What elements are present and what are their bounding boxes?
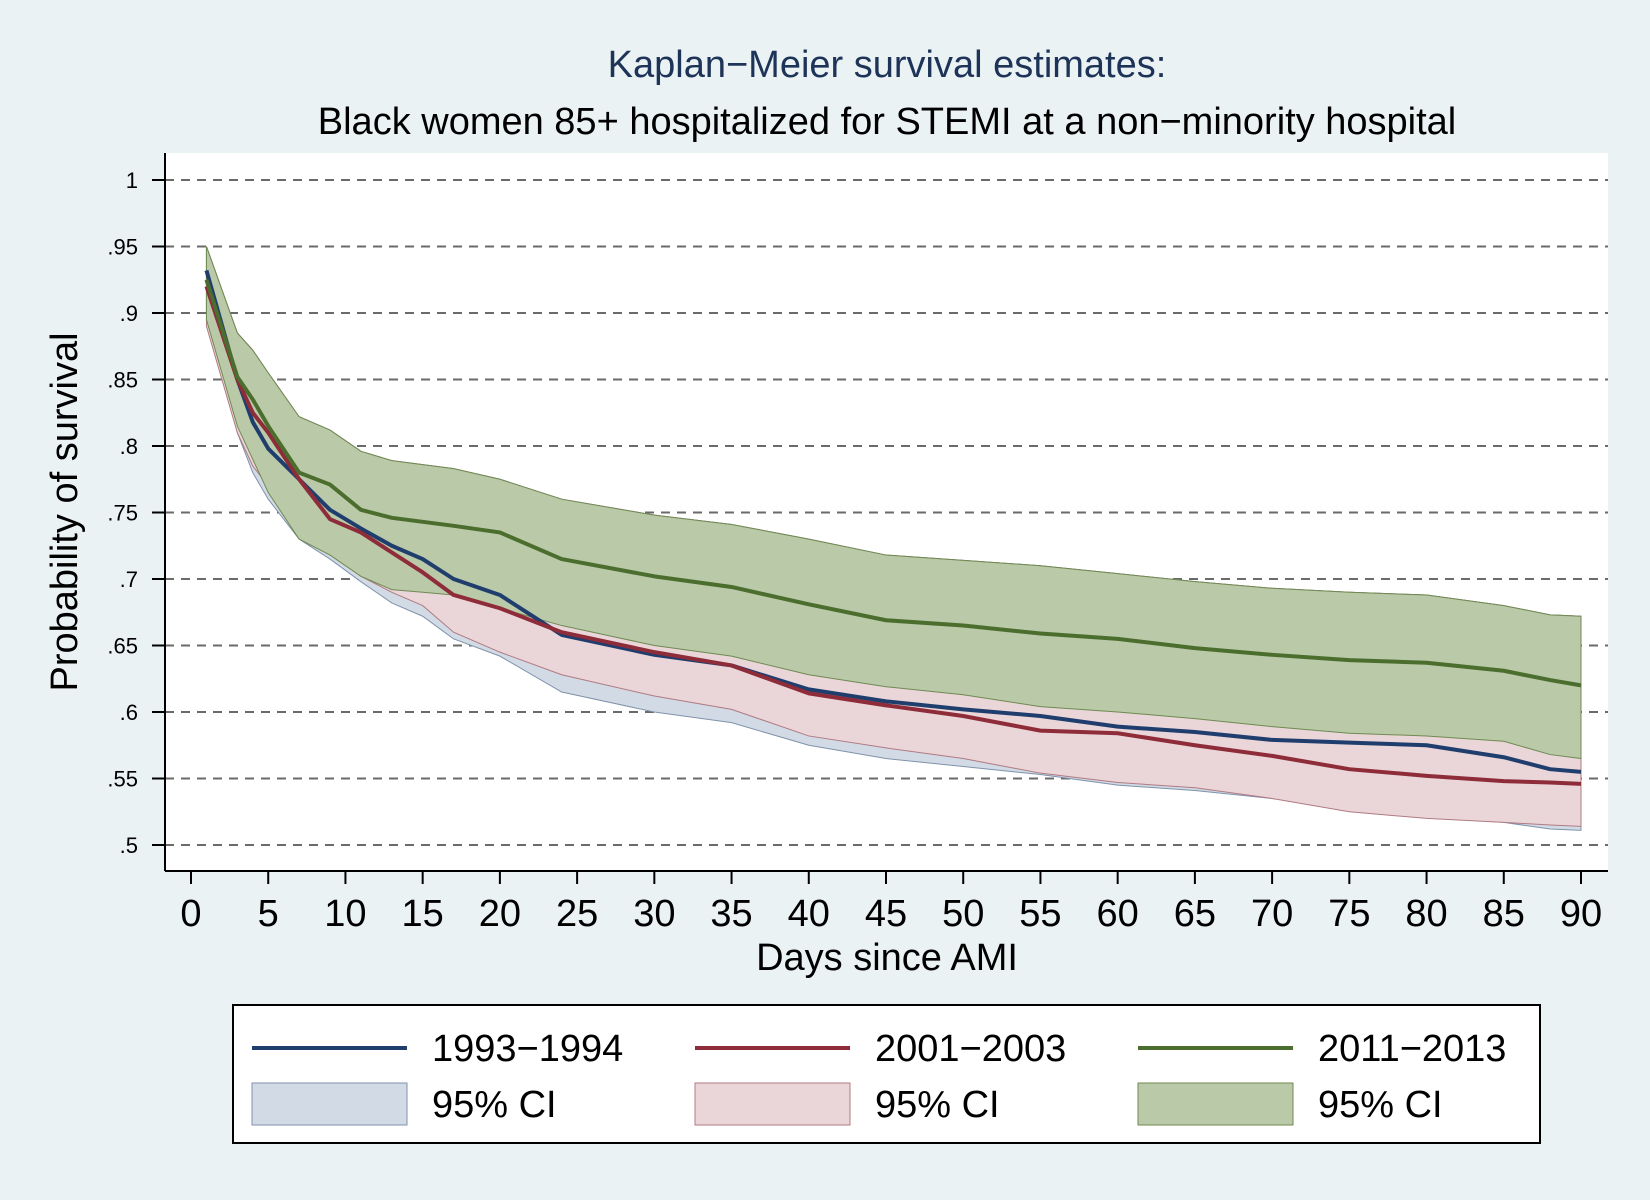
survival-line-series-2 xyxy=(204,285,1582,786)
x-tick-label: 5 xyxy=(258,893,279,935)
legend-box xyxy=(232,1004,1541,1144)
x-tick-label: 75 xyxy=(1328,893,1370,935)
x-tick-label: 40 xyxy=(788,893,830,935)
y-tick-label: .7 xyxy=(120,567,138,592)
legend-label: 2001−2003 xyxy=(875,1028,1066,1070)
legend-label: 1993−1994 xyxy=(432,1028,623,1070)
x-tick-label: 20 xyxy=(479,893,521,935)
legend-label: 2011−2013 xyxy=(1318,1028,1506,1070)
x-axis-label: Days since AMI xyxy=(756,937,1018,979)
y-tick-label: .75 xyxy=(107,501,138,526)
y-tick-label: .85 xyxy=(107,368,138,393)
y-tick-label: .8 xyxy=(120,434,138,459)
chart-subtitle: Black women 85+ hospitalized for STEMI a… xyxy=(318,101,1456,143)
legend-swatch-band xyxy=(694,1082,851,1126)
x-tick-label: 30 xyxy=(633,893,675,935)
legend-label: 95% CI xyxy=(1318,1084,1443,1126)
y-tick-label: .9 xyxy=(120,301,138,326)
x-tick-label: 50 xyxy=(942,893,984,935)
legend-label: 95% CI xyxy=(432,1084,557,1126)
y-tick-label: .95 xyxy=(107,235,138,260)
y-tick-label: .55 xyxy=(107,767,138,792)
x-tick-label: 0 xyxy=(180,893,201,935)
legend-swatch-band xyxy=(1137,1082,1294,1126)
x-tick-label: 25 xyxy=(556,893,598,935)
x-tick-label: 65 xyxy=(1174,893,1216,935)
chart-title: Kaplan−Meier survival estimates: xyxy=(608,44,1167,86)
x-tick-label: 10 xyxy=(324,893,366,935)
x-tick-label: 70 xyxy=(1251,893,1293,935)
y-tick-label: 1 xyxy=(126,168,138,193)
x-tick-label: 35 xyxy=(710,893,752,935)
y-tick-label: .6 xyxy=(120,700,138,725)
legend-swatch-band xyxy=(251,1082,408,1126)
y-tick-label: .65 xyxy=(107,634,138,659)
y-axis-label: Probability of survival xyxy=(44,332,86,691)
x-tick-label: 15 xyxy=(402,893,444,935)
legend-label: 95% CI xyxy=(875,1084,1000,1126)
survival-lines xyxy=(204,269,1582,786)
confidence-bands xyxy=(205,246,1582,831)
x-tick-label: 80 xyxy=(1405,893,1447,935)
legend: 1993−1994 2001−2003 2011−2013 95% CI 95% CI 9… xyxy=(232,1004,1541,1144)
survival-line-series-3 xyxy=(204,279,1582,688)
x-tick-label: 45 xyxy=(865,893,907,935)
y-axis-ticks: .5 .55 .6 .65 .7 .75 .8 .85 .9 .95 1 xyxy=(107,168,165,858)
y-tick-label: .5 xyxy=(120,833,138,858)
x-tick-label: 55 xyxy=(1019,893,1061,935)
x-tick-label: 90 xyxy=(1560,893,1602,935)
x-axis-ticks: 0 5 10 15 20 25 30 35 40 45 50 55 60 65 70 75 80 85 90 xyxy=(180,871,1602,935)
x-tick-label: 60 xyxy=(1097,893,1139,935)
ci-band-series-3 xyxy=(205,246,1582,760)
x-tick-label: 85 xyxy=(1483,893,1525,935)
